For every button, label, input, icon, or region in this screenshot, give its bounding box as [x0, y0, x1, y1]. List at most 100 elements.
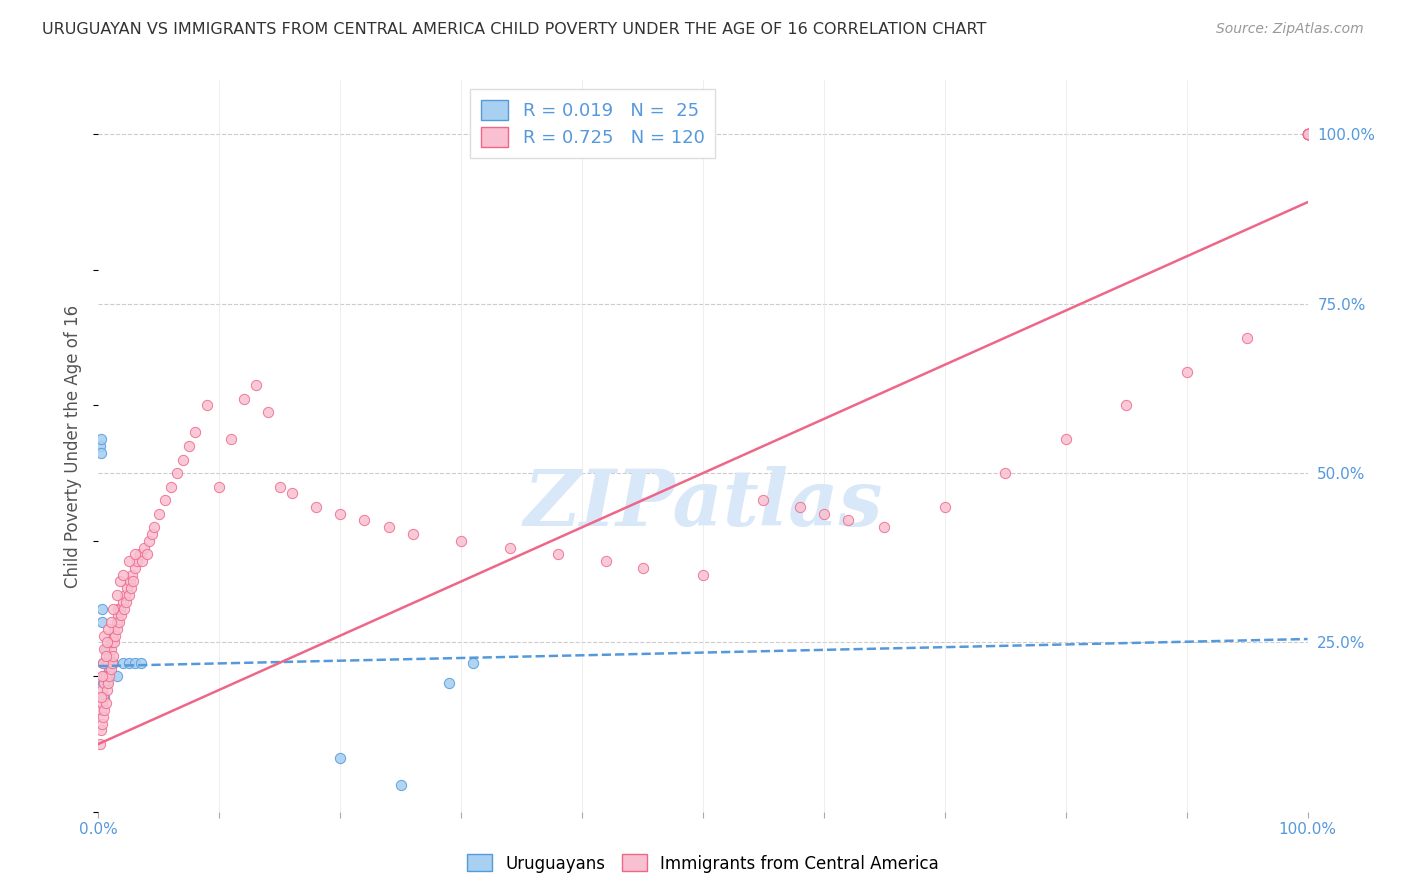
Point — [131, 554, 153, 568]
Point — [107, 601, 129, 615]
Point — [118, 656, 141, 670]
Point — [97, 622, 120, 636]
Point — [166, 466, 188, 480]
Point — [1296, 128, 1319, 142]
Point — [90, 446, 112, 460]
Point — [91, 682, 114, 697]
Point — [96, 635, 118, 649]
Point — [208, 480, 231, 494]
Point — [269, 480, 291, 494]
Point — [100, 663, 122, 677]
Point — [90, 723, 112, 738]
Point — [994, 466, 1017, 480]
Point — [122, 574, 145, 589]
Point — [1054, 432, 1077, 446]
Point — [100, 656, 122, 670]
Point — [111, 595, 134, 609]
Point — [789, 500, 811, 514]
Point — [118, 554, 141, 568]
Point — [96, 682, 118, 697]
Point — [98, 669, 121, 683]
Point — [91, 656, 114, 670]
Point — [329, 750, 352, 764]
Point — [256, 405, 278, 419]
Point — [93, 669, 115, 683]
Point — [124, 547, 146, 561]
Point — [89, 439, 111, 453]
Point — [97, 656, 120, 670]
Point — [1296, 128, 1319, 142]
Point — [118, 588, 141, 602]
Point — [90, 703, 112, 717]
Point — [1296, 128, 1319, 142]
Point — [96, 656, 118, 670]
Point — [135, 547, 157, 561]
Point — [93, 690, 115, 704]
Point — [118, 574, 141, 589]
Point — [117, 581, 139, 595]
Text: ZIPatlas: ZIPatlas — [523, 467, 883, 542]
Point — [873, 520, 896, 534]
Point — [143, 520, 166, 534]
Point — [91, 676, 114, 690]
Text: Source: ZipAtlas.com: Source: ZipAtlas.com — [1216, 22, 1364, 37]
Point — [100, 642, 122, 657]
Point — [1236, 331, 1258, 345]
Point — [112, 601, 135, 615]
Point — [115, 595, 138, 609]
Point — [91, 669, 114, 683]
Point — [93, 669, 115, 683]
Point — [124, 561, 146, 575]
Point — [1175, 364, 1198, 378]
Point — [128, 547, 150, 561]
Point — [111, 656, 134, 670]
Point — [93, 642, 115, 657]
Point — [120, 581, 142, 595]
Point — [1296, 128, 1319, 142]
Point — [1296, 128, 1319, 142]
Point — [437, 676, 460, 690]
Text: URUGUAYAN VS IMMIGRANTS FROM CENTRAL AMERICA CHILD POVERTY UNDER THE AGE OF 16 C: URUGUAYAN VS IMMIGRANTS FROM CENTRAL AME… — [42, 22, 987, 37]
Legend: Uruguayans, Immigrants from Central America: Uruguayans, Immigrants from Central Amer… — [460, 847, 946, 880]
Point — [127, 554, 149, 568]
Point — [91, 716, 114, 731]
Point — [94, 669, 117, 683]
Point — [1296, 128, 1319, 142]
Point — [329, 507, 352, 521]
Point — [305, 500, 328, 514]
Point — [752, 493, 775, 508]
Point — [100, 635, 122, 649]
Point — [94, 697, 117, 711]
Point — [124, 656, 146, 670]
Point — [281, 486, 304, 500]
Point — [692, 567, 714, 582]
Point — [114, 588, 136, 602]
Point — [105, 669, 128, 683]
Point — [105, 588, 128, 602]
Point — [90, 432, 112, 446]
Point — [94, 642, 117, 657]
Point — [934, 500, 956, 514]
Point — [91, 710, 114, 724]
Point — [134, 541, 156, 555]
Point — [94, 648, 117, 663]
Point — [100, 656, 122, 670]
Point — [1296, 128, 1319, 142]
Point — [184, 425, 207, 440]
Point — [98, 648, 121, 663]
Point — [837, 514, 859, 528]
Point — [91, 690, 114, 704]
Point — [179, 439, 201, 453]
Legend: R = 0.019   N =  25, R = 0.725   N = 120: R = 0.019 N = 25, R = 0.725 N = 120 — [470, 89, 716, 158]
Point — [91, 697, 114, 711]
Point — [1115, 398, 1137, 412]
Point — [463, 656, 485, 670]
Point — [595, 554, 617, 568]
Point — [108, 615, 131, 629]
Point — [1296, 128, 1319, 142]
Point — [105, 615, 128, 629]
Point — [101, 648, 124, 663]
Point — [1296, 128, 1319, 142]
Point — [108, 574, 131, 589]
Point — [100, 615, 122, 629]
